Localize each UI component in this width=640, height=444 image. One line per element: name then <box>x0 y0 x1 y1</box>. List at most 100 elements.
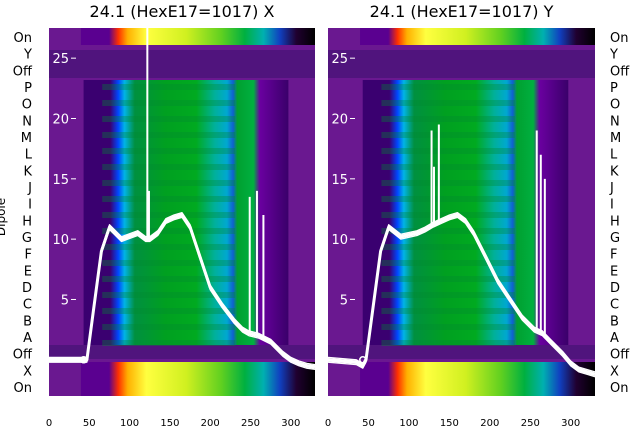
heatmap-band-bottom <box>80 362 315 396</box>
row-label: G <box>610 231 620 246</box>
x-tick-label: 100 <box>399 418 418 429</box>
heatmap-band-dark <box>49 345 315 359</box>
x-tick-label: 0 <box>325 418 331 429</box>
x-tick-label: 300 <box>561 418 580 429</box>
overlay-y-tick-label: 20 <box>331 112 348 127</box>
row-label: L <box>610 148 618 163</box>
overlay-marker <box>79 356 88 364</box>
heatmap-row-stripe <box>102 228 236 234</box>
x-tick-label: 50 <box>83 418 96 429</box>
heatmap-row-stripe <box>381 132 515 138</box>
row-label: J <box>27 181 32 196</box>
row-label: B <box>610 314 619 329</box>
y-axis-label: Dipole <box>0 198 8 236</box>
row-label: N <box>610 114 620 129</box>
row-label: G <box>22 231 32 246</box>
heatmap-row-stripe <box>102 244 236 250</box>
row-label: Y <box>609 48 618 63</box>
heatmap-row-stripe <box>102 308 236 314</box>
overlay-y-tick-label: 15 <box>52 173 69 188</box>
overlay-line <box>327 216 596 378</box>
row-label: K <box>23 164 32 179</box>
heatmap-row-stripe <box>102 180 236 186</box>
row-label: P <box>24 81 32 96</box>
row-label: D <box>610 281 620 296</box>
row-label: D <box>22 281 32 296</box>
x-tick-label: 250 <box>521 418 540 429</box>
row-label: I <box>610 198 614 213</box>
row-label: On <box>610 381 628 396</box>
row-label: K <box>610 164 619 179</box>
row-label: I <box>28 198 32 213</box>
row-label: O <box>22 98 32 113</box>
heatmap-row-stripe <box>102 148 236 154</box>
x-tick-label: 150 <box>440 418 459 429</box>
heatmap-row-stripe <box>381 84 515 90</box>
heatmap-row-stripe <box>381 324 515 330</box>
row-label: On <box>14 31 32 46</box>
row-label: Y <box>23 48 32 63</box>
heatmap-row-stripe <box>102 116 236 122</box>
row-label: L <box>25 148 33 163</box>
x-tick-label: 300 <box>281 418 300 429</box>
heatmap-row-stripe <box>381 340 515 346</box>
x-tick-label: 0 <box>46 418 52 429</box>
heatmap-row-stripe <box>102 100 236 106</box>
heatmap-row-stripe <box>381 308 515 314</box>
x-tick-label: 150 <box>160 418 179 429</box>
heatmap-row-stripe <box>102 260 236 266</box>
row-label: M <box>610 131 621 146</box>
heatmap-band-main <box>362 80 569 345</box>
overlay-y-tick-label: 25 <box>331 52 348 67</box>
overlay-y-tick-label: 10 <box>331 233 348 248</box>
row-label: P <box>610 81 618 96</box>
row-label: M <box>21 131 32 146</box>
heatmap-row-stripe <box>381 164 515 170</box>
heatmap-row-stripe <box>381 276 515 282</box>
overlay-y-tick-label: 5 <box>340 293 348 308</box>
overlay-y-tick-label: 10 <box>52 233 69 248</box>
row-label: F <box>610 248 617 263</box>
row-label: A <box>610 331 619 346</box>
overlay-y-tick-label: 25 <box>52 52 69 67</box>
row-label: F <box>25 248 32 263</box>
overlay-marker <box>359 356 367 364</box>
heatmap-band-dark <box>328 50 595 78</box>
heatmap-row-stripe <box>381 292 515 298</box>
x-tick-label: 200 <box>201 418 220 429</box>
row-label: On <box>610 31 628 46</box>
heatmap-row-stripe <box>102 292 236 298</box>
row-label: H <box>610 214 620 229</box>
chart-title: 24.1 (HexE17=1017) Y <box>370 2 554 21</box>
row-label: H <box>22 214 32 229</box>
heatmap-row-stripe <box>381 244 515 250</box>
heatmap-row-stripe <box>381 100 515 106</box>
row-label: Off <box>13 348 33 363</box>
row-label: X <box>610 364 619 379</box>
heatmap-row-stripe <box>381 148 515 154</box>
chart-title: 24.1 (HexE17=1017) X <box>90 2 275 21</box>
overlay-y-tick-label: 20 <box>52 112 69 127</box>
row-label: O <box>610 98 620 113</box>
row-label: E <box>24 264 32 279</box>
overlay-y-tick-label: 15 <box>331 173 348 188</box>
heatmap-band-dark <box>49 50 315 78</box>
overlay-y-tick-label: 5 <box>61 293 69 308</box>
heatmap-row-stripe <box>381 116 515 122</box>
heatmap-row-stripe <box>381 228 515 234</box>
heatmap-row-stripe <box>102 196 236 202</box>
heatmap-row-stripe <box>381 180 515 186</box>
heatmap-band-bottom <box>360 362 595 396</box>
heatmap-row-stripe <box>102 132 236 138</box>
row-label: X <box>23 364 32 379</box>
row-label: J <box>609 181 614 196</box>
row-label: Off <box>610 64 630 79</box>
x-tick-label: 100 <box>120 418 139 429</box>
row-label: C <box>610 298 619 313</box>
row-label: B <box>23 314 32 329</box>
heatmap-row-stripe <box>102 212 236 218</box>
x-tick-label: 50 <box>362 418 375 429</box>
row-label: Off <box>13 64 33 79</box>
